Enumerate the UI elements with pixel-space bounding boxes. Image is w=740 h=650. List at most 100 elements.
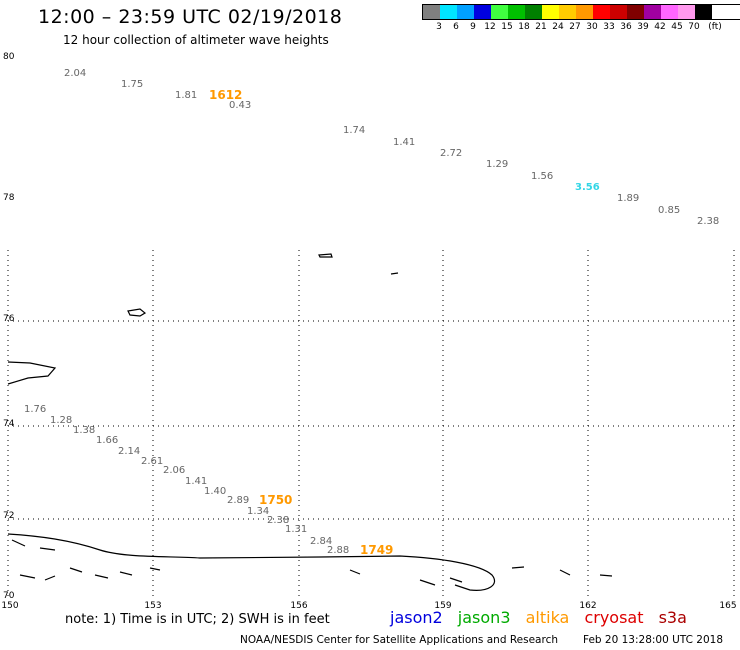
siberian-coast (7, 533, 496, 591)
legend-label: 18 (518, 22, 530, 32)
legend-swatch (491, 5, 508, 19)
island-coast (390, 272, 399, 275)
wave-height-time-label: 1749 (360, 543, 394, 557)
wave-height-label: 0.43 (229, 100, 252, 111)
page-title: 12:00 – 23:59 UTC 02/19/2018 (38, 6, 343, 28)
footer-timestamp: Feb 20 13:28:00 UTC 2018 (583, 634, 723, 646)
page-subtitle: 12 hour collection of altimeter wave hei… (63, 33, 329, 47)
legend-label: 9 (470, 22, 476, 32)
legend-swatch (508, 5, 525, 19)
wave-height-label: 1.31 (285, 524, 308, 535)
wave-height-time-label: 1750 (259, 493, 293, 507)
legend-swatch (644, 5, 661, 19)
wave-height-label: 1.29 (486, 159, 509, 170)
wave-height-label: 1.28 (50, 415, 73, 426)
wave-height-label: 1.38 (73, 425, 96, 436)
island-coast (127, 308, 147, 317)
lat-label: 74 (3, 419, 15, 429)
wave-height-label: 1.75 (121, 79, 144, 90)
legend-label: 3 (436, 22, 442, 32)
wave-height-label: 1.81 (175, 90, 198, 101)
satellite-name-jason2: jason2 (390, 608, 443, 627)
legend-swatch (695, 5, 712, 19)
legend-swatch (423, 5, 440, 19)
wave-height-label: 1.56 (531, 171, 554, 182)
legend-label: 27 (569, 22, 581, 32)
wave-height-label: 1.40 (204, 486, 227, 497)
wave-height-label: 2.06 (163, 465, 186, 476)
footer-credit: NOAA/NESDIS Center for Satellite Applica… (240, 634, 558, 646)
footer-note: note: 1) Time is in UTC; 2) SWH is in fe… (65, 612, 330, 627)
wave-height-label: 2.61 (141, 456, 164, 467)
wave-height-label: 1.41 (185, 476, 208, 487)
color-scale-legend: 3 6 9 12 15 18 21 24 27 30 33 36 39 42 4… (422, 4, 740, 34)
island-coast (7, 361, 57, 385)
legend-label: 30 (586, 22, 598, 32)
legend-label: 39 (637, 22, 649, 32)
lon-label: 153 (144, 601, 162, 611)
color-scale-swatches (422, 4, 740, 20)
lon-label: 150 (1, 601, 19, 611)
wave-height-label: 2.14 (118, 446, 141, 457)
color-scale-labels: 3 6 9 12 15 18 21 24 27 30 33 36 39 42 4… (422, 20, 740, 34)
legend-swatch (678, 5, 695, 19)
coastline (7, 253, 613, 591)
satellite-name-s3a: s3a (658, 608, 687, 627)
legend-label: 6 (453, 22, 459, 32)
satellite-legend: jason2 jason3 altika cryosat s3a (390, 608, 697, 627)
legend-swatch (627, 5, 644, 19)
wave-height-label: 2.72 (440, 148, 463, 159)
legend-label: 70 (688, 22, 700, 32)
legend-swatch (542, 5, 559, 19)
small-islands (11, 539, 613, 586)
wave-height-label: 0.85 (658, 205, 681, 216)
wave-height-label: 1.34 (247, 506, 270, 517)
legend-swatch (610, 5, 627, 19)
wave-height-label: 2.04 (64, 68, 87, 79)
legend-label: 45 (671, 22, 683, 32)
legend-label: 21 (535, 22, 547, 32)
legend-swatch (559, 5, 576, 19)
legend-swatch (440, 5, 457, 19)
legend-swatch (576, 5, 593, 19)
wave-height-label: 1.76 (24, 404, 47, 415)
wave-height-label: 2.84 (310, 536, 333, 547)
lon-label: 162 (579, 601, 597, 611)
wave-height-label: 1.66 (96, 435, 119, 446)
lon-label: 165 (719, 601, 737, 611)
legend-label: 42 (654, 22, 666, 32)
satellite-name-cryosat: cryosat (584, 608, 644, 627)
legend-swatch (474, 5, 491, 19)
legend-label: 36 (620, 22, 632, 32)
legend-swatch (593, 5, 610, 19)
wave-height-label: 3.56 (575, 182, 600, 193)
legend-label: (ft) (708, 22, 722, 32)
lat-label: 76 (3, 314, 15, 324)
island-coast (318, 253, 333, 258)
satellite-name-altika: altika (525, 608, 570, 627)
legend-label: 12 (484, 22, 496, 32)
legend-label: 24 (552, 22, 564, 32)
wave-height-label: 2.38 (697, 216, 720, 227)
legend-swatch (457, 5, 474, 19)
legend-swatch (661, 5, 678, 19)
lon-label: 156 (290, 601, 308, 611)
graticule (7, 250, 735, 598)
lat-label: 78 (3, 193, 15, 203)
wave-height-label: 1.89 (617, 193, 640, 204)
lat-label: 80 (3, 52, 15, 62)
lat-label: 70 (3, 591, 15, 601)
wave-height-label: 2.89 (227, 495, 250, 506)
legend-swatch (525, 5, 542, 19)
wave-height-label: 2.38 (267, 515, 290, 526)
lat-label: 72 (3, 511, 15, 521)
lon-label: 159 (434, 601, 452, 611)
wave-height-label: 2.88 (327, 545, 350, 556)
wave-height-label: 1.74 (343, 125, 366, 136)
legend-label: 15 (501, 22, 513, 32)
wave-height-time-label: 1612 (209, 88, 243, 102)
legend-label: 33 (603, 22, 615, 32)
satellite-name-jason3: jason3 (457, 608, 511, 627)
wave-height-label: 1.41 (393, 137, 416, 148)
